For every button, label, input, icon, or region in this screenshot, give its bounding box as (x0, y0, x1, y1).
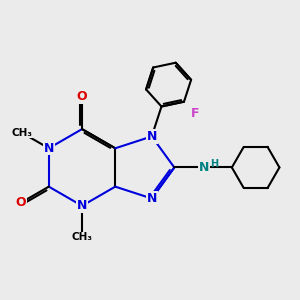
Text: H: H (210, 159, 218, 170)
Text: CH₃: CH₃ (71, 232, 92, 242)
Text: N: N (147, 192, 157, 205)
Text: O: O (77, 90, 87, 103)
Text: F: F (190, 107, 199, 120)
Text: CH₃: CH₃ (11, 128, 32, 137)
Text: N: N (77, 199, 87, 212)
Text: N: N (147, 130, 157, 143)
Text: O: O (15, 196, 26, 209)
Text: N: N (44, 142, 54, 155)
Text: N: N (199, 161, 209, 174)
